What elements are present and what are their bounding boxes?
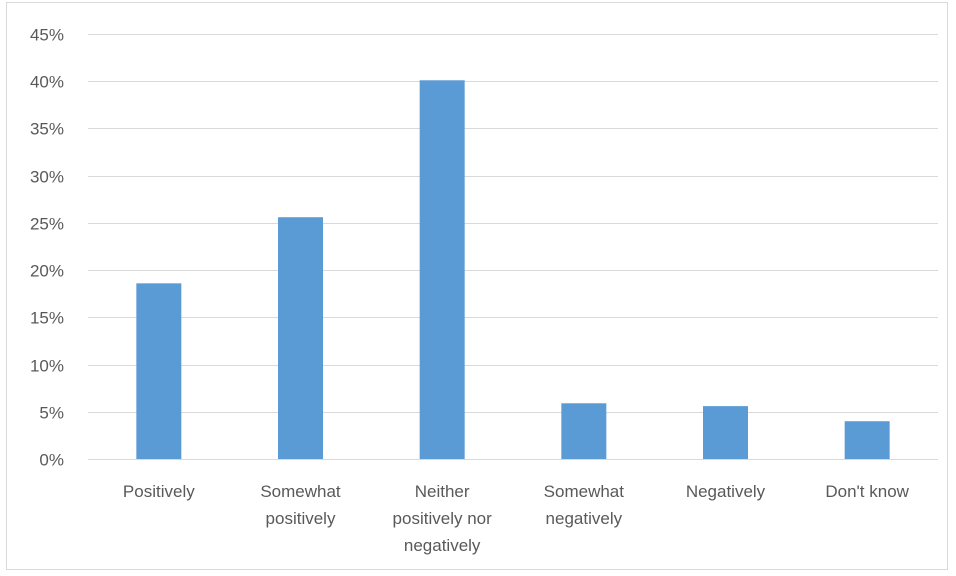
y-tick-label: 20% [30, 262, 64, 281]
y-tick-label: 35% [30, 120, 64, 139]
y-tick-label: 25% [30, 215, 64, 234]
bar-5 [844, 421, 890, 459]
y-tick-label: 15% [30, 309, 64, 328]
x-category-label: Somewhat negatively [544, 482, 625, 528]
x-category-label: Negatively [686, 482, 766, 501]
x-category-label: Somewhat positively [260, 482, 341, 528]
y-tick-label: 45% [30, 26, 64, 45]
x-category-label: Positively [123, 482, 195, 501]
bar-3 [561, 403, 607, 459]
y-tick-label: 0% [39, 451, 64, 470]
y-tick-label: 40% [30, 73, 64, 92]
x-category-label: Don't know [825, 482, 909, 501]
bar-0 [136, 283, 182, 459]
bars [136, 80, 890, 460]
y-axis-ticks: 0% 5% 10% 15% 20% 25% 30% 35% 40% 45% [30, 26, 64, 470]
bar-1 [278, 217, 323, 459]
x-category-label: Neither positively nor negatively [393, 482, 493, 555]
bar-4 [703, 406, 748, 459]
gridlines [88, 34, 938, 460]
y-tick-label: 30% [30, 168, 64, 187]
y-tick-label: 10% [30, 357, 64, 376]
bar-2 [419, 80, 465, 460]
y-tick-label: 5% [39, 404, 64, 423]
x-axis-categories: Positively Somewhat positively Neither posit… [123, 482, 910, 555]
